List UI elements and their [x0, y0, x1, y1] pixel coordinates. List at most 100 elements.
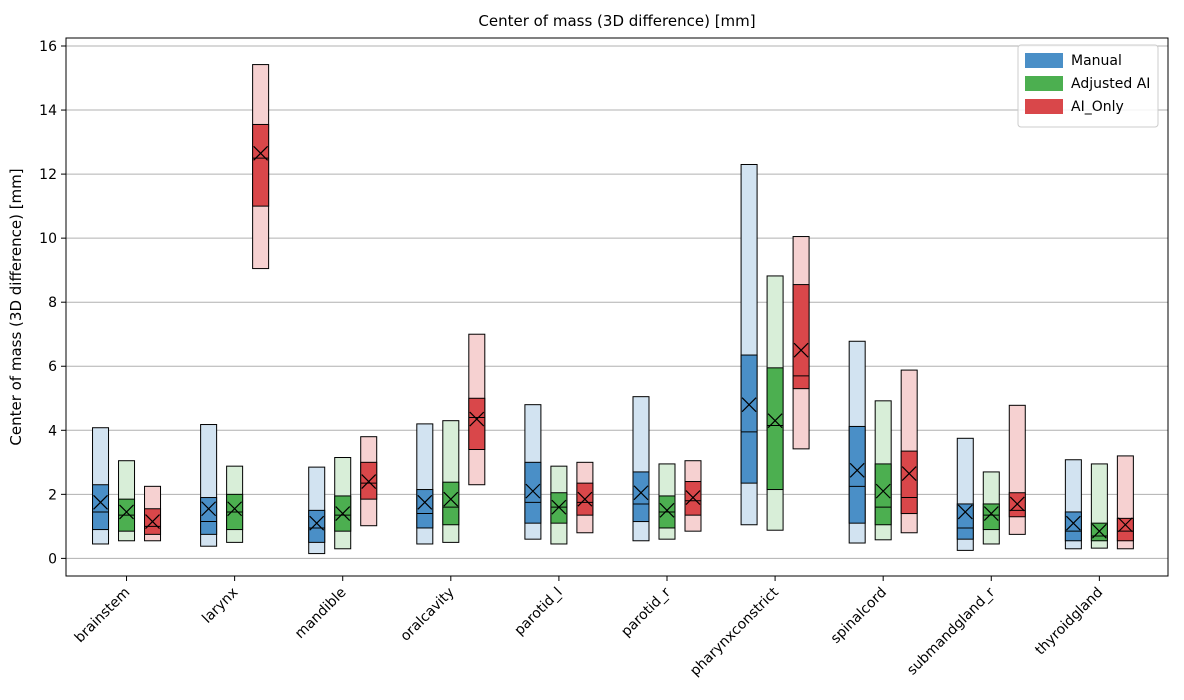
- legend-label: Adjusted AI: [1071, 76, 1150, 92]
- x-tick-label: parotid_r: [618, 584, 674, 640]
- iqr-rect: [252, 123, 270, 207]
- box-adjusted-ai-pharynxconstrict: [766, 275, 784, 531]
- box-adjusted-ai-larynx: [226, 465, 244, 543]
- mean-marker: [417, 494, 433, 510]
- x-tick-label: parotid_l: [512, 585, 566, 639]
- y-tick-label: 6: [48, 359, 57, 375]
- y-tick-label: 2: [48, 487, 57, 503]
- box-ai-only-parotid_r: [684, 460, 702, 532]
- mean-marker: [1117, 517, 1133, 533]
- mean-marker: [659, 502, 675, 518]
- box-ai-only-pharynxconstrict: [792, 236, 810, 450]
- iqr-rect: [848, 425, 866, 524]
- box-adjusted-ai-parotid_r: [658, 463, 676, 540]
- box-ai-only-oralcavity: [468, 333, 486, 486]
- legend-swatch: [1025, 99, 1063, 114]
- mean-marker: [201, 501, 217, 517]
- mean-marker: [309, 515, 325, 531]
- box-adjusted-ai-brainstem: [118, 460, 136, 542]
- mean-marker: [469, 411, 485, 427]
- plot-frame: [65, 37, 1169, 577]
- box-adjusted-ai-thyroidgland: [1090, 463, 1108, 549]
- mean-marker: [875, 483, 891, 499]
- box-manual-larynx: [200, 424, 218, 547]
- mean-marker: [849, 462, 865, 478]
- mean-marker: [551, 499, 567, 515]
- mean-marker: [633, 485, 649, 501]
- box-manual-submandgland_r: [956, 437, 974, 551]
- legend-swatch: [1025, 76, 1063, 91]
- iqr-rect: [632, 471, 650, 523]
- iqr-rect: [740, 354, 758, 484]
- box-ai-only-larynx: [252, 64, 270, 270]
- mean-marker: [741, 397, 757, 413]
- grid: [66, 45, 1168, 559]
- box-manual-mandible: [308, 466, 326, 555]
- iqr-rect: [900, 450, 918, 515]
- box-adjusted-ai-parotid_l: [550, 465, 568, 545]
- iqr-rect: [442, 481, 460, 526]
- legend-label: Manual: [1071, 53, 1122, 69]
- y-tick-label: 16: [39, 39, 57, 55]
- box-adjusted-ai-submandgland_r: [982, 471, 1000, 545]
- y-tick-label: 4: [48, 423, 57, 439]
- y-tick-label: 10: [39, 231, 57, 247]
- mean-marker: [1009, 496, 1025, 512]
- iqr-rect: [1064, 511, 1082, 542]
- chart-title: Center of mass (3D difference) [mm]: [478, 12, 755, 30]
- mean-marker: [253, 145, 269, 161]
- box-ai-only-parotid_l: [576, 461, 594, 534]
- y-tick-label: 8: [48, 295, 57, 311]
- mean-marker: [577, 491, 593, 507]
- axes: [65, 37, 1169, 577]
- legend: Manual Adjusted AI AI_Only: [1017, 44, 1159, 128]
- x-tick-label: spinalcord: [828, 585, 890, 647]
- x-tick-label: submandgland_r: [904, 584, 998, 678]
- box-ai-only-submandgland_r: [1008, 404, 1026, 535]
- mean-marker: [525, 483, 541, 499]
- iqr-rect: [200, 497, 218, 535]
- x-tick-label: brainstem: [72, 585, 134, 647]
- mean-marker: [1091, 523, 1107, 539]
- iqr-rect: [766, 367, 784, 491]
- box-ai-only-spinalcord: [900, 369, 918, 534]
- mean-marker: [793, 342, 809, 358]
- box-manual-spinalcord: [848, 340, 866, 544]
- mean-marker: [1065, 515, 1081, 531]
- mean-marker: [119, 504, 134, 520]
- mean-marker: [685, 490, 701, 505]
- legend-label: AI_Only: [1071, 99, 1124, 115]
- box-manual-parotid_l: [524, 404, 542, 540]
- box-manual-oralcavity: [416, 423, 434, 545]
- x-tick-label: pharynxconstrict: [687, 584, 782, 679]
- box-plots: [92, 64, 1134, 555]
- box-manual-parotid_r: [632, 396, 650, 542]
- box-adjusted-ai-oralcavity: [442, 420, 460, 543]
- x-tick-label: mandible: [292, 585, 349, 642]
- box-adjusted-ai-mandible: [334, 457, 352, 550]
- mean-marker: [983, 506, 999, 521]
- mean-marker: [767, 413, 783, 429]
- y-tick-label: 0: [48, 551, 57, 567]
- mean-marker: [335, 506, 351, 521]
- mean-marker: [93, 494, 108, 510]
- box-ai-only-brainstem: [144, 485, 162, 542]
- box-adjusted-ai-spinalcord: [874, 400, 892, 541]
- y-axis-title: Center of mass (3D difference) [mm]: [7, 168, 25, 445]
- y-tick-label: 12: [39, 167, 57, 183]
- y-ticks: 0 2 4 6 8 10 12 14 16: [39, 39, 66, 567]
- mean-marker: [227, 501, 243, 517]
- iqr-rect: [308, 509, 326, 543]
- x-tick-label: oralcavity: [398, 585, 458, 645]
- mean-marker: [361, 474, 377, 489]
- box-manual-thyroidgland: [1064, 459, 1082, 550]
- mean-marker: [957, 504, 973, 520]
- x-ticks: brainstem larynx mandible oralcavity parotid…: [72, 576, 1106, 679]
- box-manual-brainstem: [92, 427, 110, 545]
- iqr-rect: [92, 484, 110, 531]
- x-tick-label: larynx: [199, 585, 241, 627]
- iqr-rect: [792, 284, 810, 390]
- box-manual-pharynxconstrict: [740, 163, 758, 526]
- iqr-rect: [956, 503, 974, 540]
